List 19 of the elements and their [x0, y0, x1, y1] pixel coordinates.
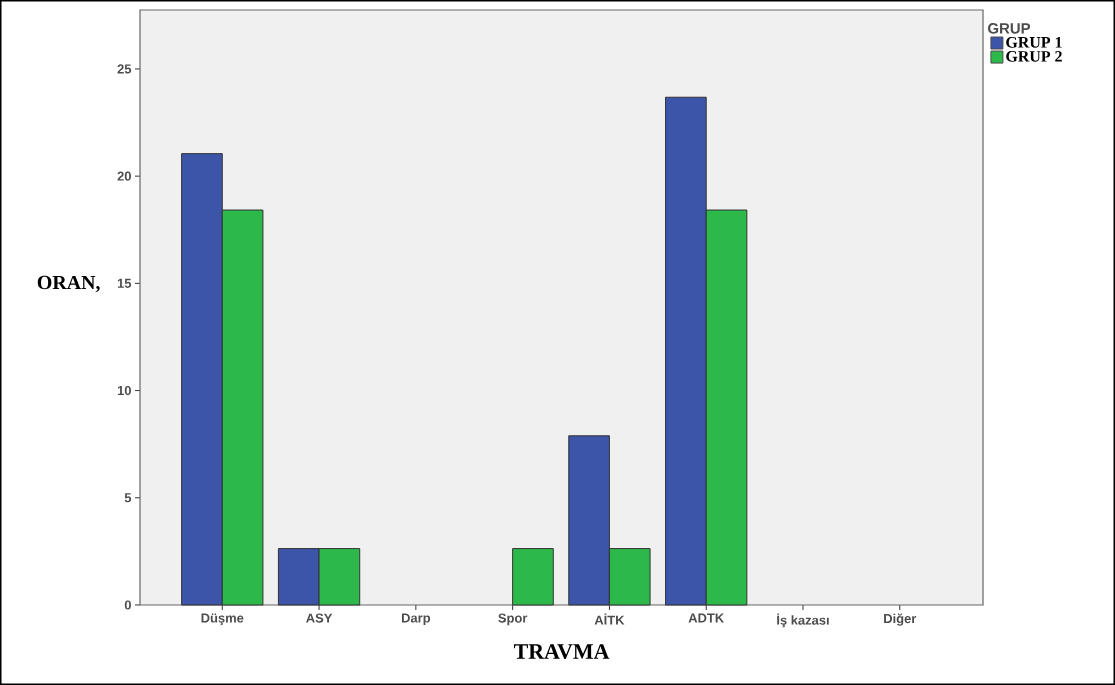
y-tick-label: 10 — [117, 385, 131, 396]
y-tick-label: 0 — [124, 600, 131, 610]
legend-title: GRUP — [988, 23, 1031, 34]
x-tick-label: Düşme — [201, 613, 244, 626]
x-tick-label: AİTK — [594, 613, 625, 625]
legend-label: GRUP 1 — [1006, 37, 1062, 48]
x-axis-title: TRAVMA — [513, 644, 610, 659]
y-axis-title: ORAN, — [37, 275, 100, 293]
y-tick-label: 15 — [117, 278, 132, 288]
legend-label: GRUP 2 — [1006, 51, 1062, 62]
x-tick-label: Darp — [401, 613, 431, 626]
y-tick-label: 5 — [124, 493, 132, 503]
x-tick-label: Diğer — [884, 613, 917, 626]
y-tick-label: 25 — [117, 64, 132, 74]
x-tick-label: İş kazası — [777, 613, 829, 628]
x-tick-label: ADTK — [688, 613, 725, 623]
x-tick-label: Spor — [498, 613, 528, 626]
x-tick-label: ASY — [306, 613, 333, 623]
y-tick-label: 20 — [117, 171, 131, 181]
